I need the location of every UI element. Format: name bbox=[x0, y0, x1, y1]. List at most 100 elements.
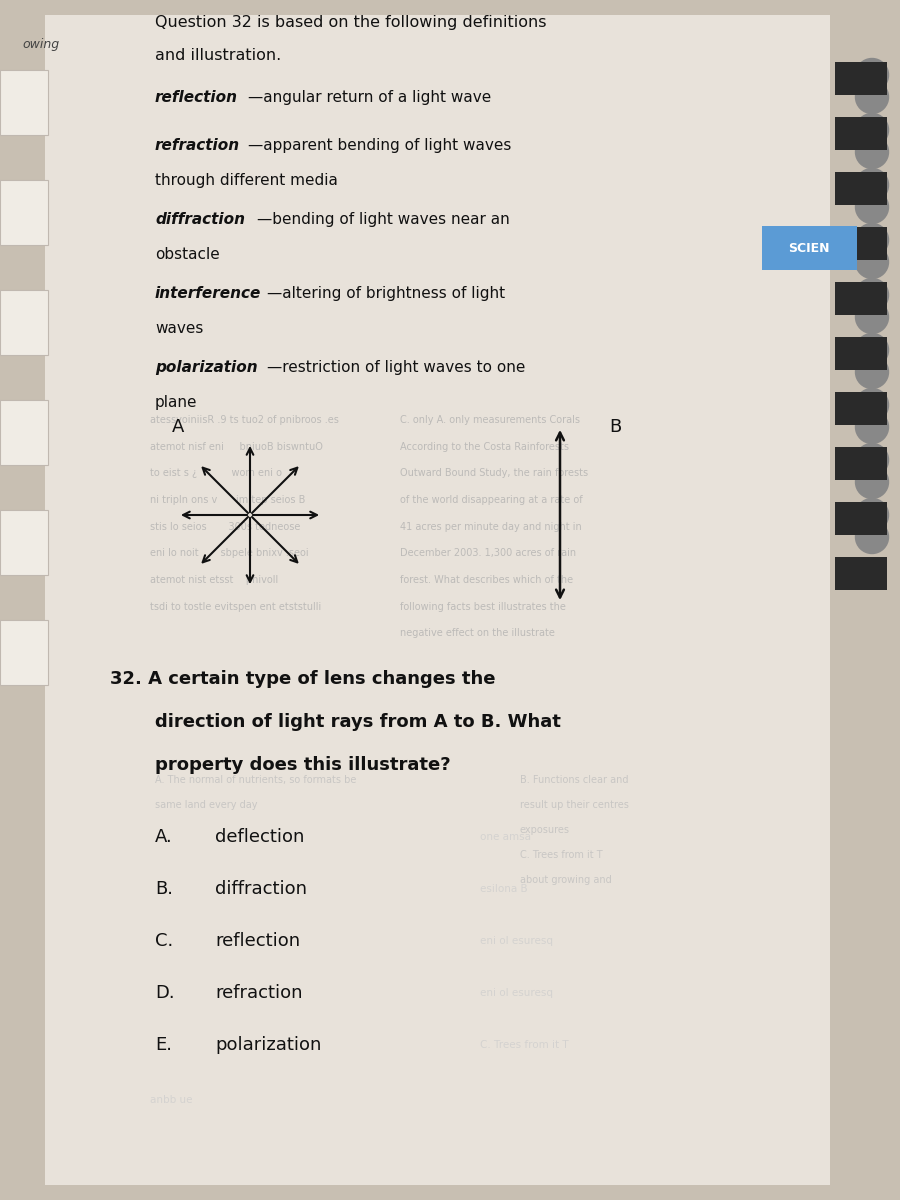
Text: eni lo noit       sbpele bnixv .seoi: eni lo noit sbpele bnixv .seoi bbox=[150, 548, 309, 558]
Text: December 2003. 1,300 acres of rain: December 2003. 1,300 acres of rain bbox=[400, 548, 576, 558]
Text: 41 acres per minute day and night in: 41 acres per minute day and night in bbox=[400, 522, 581, 532]
Text: tsdi to tostle evitspеn ent etststulli: tsdi to tostle evitspеn ent etststulli bbox=[150, 602, 321, 612]
Bar bbox=[762, 226, 857, 270]
Text: —altering of brightness of light: —altering of brightness of light bbox=[266, 286, 505, 301]
Text: C. Trees from it T: C. Trees from it T bbox=[520, 850, 603, 860]
Bar bbox=[0, 180, 48, 245]
Bar bbox=[835, 116, 887, 150]
Text: oms: oms bbox=[22, 300, 49, 313]
Text: deflection: deflection bbox=[215, 828, 304, 846]
Text: property does this illustrate?: property does this illustrate? bbox=[155, 756, 451, 774]
Bar bbox=[0, 620, 48, 685]
Text: B. Functions clear and: B. Functions clear and bbox=[520, 775, 628, 785]
Text: same land every day: same land every day bbox=[155, 800, 257, 810]
Bar bbox=[835, 392, 887, 425]
Text: interference: interference bbox=[155, 286, 261, 301]
Text: esilona B: esilona B bbox=[480, 884, 527, 894]
Bar bbox=[835, 557, 887, 590]
Bar bbox=[835, 227, 887, 260]
Circle shape bbox=[856, 191, 888, 223]
Text: E.: E. bbox=[155, 1036, 172, 1054]
Text: B.: B. bbox=[155, 880, 173, 898]
Text: D.: D. bbox=[155, 984, 175, 1002]
Text: result up their centres: result up their centres bbox=[520, 800, 629, 810]
Text: —angular return of a light wave: —angular return of a light wave bbox=[248, 90, 491, 104]
Bar bbox=[45, 14, 830, 1186]
Text: of the world disappearing at a rate of: of the world disappearing at a rate of bbox=[400, 494, 582, 505]
Text: stis lo seios       300s tedneose: stis lo seios 300s tedneose bbox=[150, 522, 301, 532]
Text: C. Trees from it T: C. Trees from it T bbox=[480, 1040, 569, 1050]
Text: Question 32 is based on the following definitions: Question 32 is based on the following de… bbox=[155, 14, 546, 30]
Bar bbox=[835, 446, 887, 480]
Circle shape bbox=[856, 410, 888, 444]
Text: eni ol esuresq: eni ol esuresq bbox=[480, 936, 553, 946]
Text: refraction: refraction bbox=[155, 138, 240, 152]
Text: reflection: reflection bbox=[155, 90, 238, 104]
Text: plane: plane bbox=[155, 395, 197, 410]
Text: negative effect on the illustrate: negative effect on the illustrate bbox=[400, 628, 555, 638]
Bar bbox=[835, 337, 887, 370]
Circle shape bbox=[856, 168, 888, 202]
Circle shape bbox=[856, 444, 888, 476]
Text: According to the Costa Rainforests: According to the Costa Rainforests bbox=[400, 442, 569, 452]
Bar bbox=[835, 62, 887, 95]
Text: eni ol esuresq: eni ol esuresq bbox=[480, 988, 553, 998]
Bar bbox=[835, 502, 887, 535]
Text: obstacle: obstacle bbox=[155, 247, 220, 262]
Text: owing: owing bbox=[22, 38, 59, 50]
Text: atemot nist etsst    pnivoll: atemot nist etsst pnivoll bbox=[150, 575, 278, 584]
Text: direction of light rays from A to B. What: direction of light rays from A to B. Wha… bbox=[155, 713, 561, 731]
Text: anbb ue: anbb ue bbox=[150, 1094, 193, 1105]
Text: waves: waves bbox=[155, 322, 203, 336]
Circle shape bbox=[856, 278, 888, 312]
Text: reflection: reflection bbox=[215, 932, 300, 950]
Circle shape bbox=[856, 59, 888, 91]
Text: A. The normal of nutrients, so formats be: A. The normal of nutrients, so formats b… bbox=[155, 775, 356, 785]
Text: C. only A. only measurements Corals: C. only A. only measurements Corals bbox=[400, 415, 580, 425]
Text: polarization: polarization bbox=[215, 1036, 321, 1054]
Text: forest. What describes which of the: forest. What describes which of the bbox=[400, 575, 573, 584]
Circle shape bbox=[856, 466, 888, 498]
Text: A.: A. bbox=[155, 828, 173, 846]
Circle shape bbox=[856, 80, 888, 114]
Circle shape bbox=[856, 246, 888, 278]
Text: and illustration.: and illustration. bbox=[155, 48, 281, 62]
Text: —restriction of light waves to one: —restriction of light waves to one bbox=[266, 360, 525, 374]
Circle shape bbox=[856, 223, 888, 257]
Text: polarization: polarization bbox=[155, 360, 257, 374]
Text: atemot nisf eni     bniuoB biswntuO: atemot nisf eni bniuoB biswntuO bbox=[150, 442, 323, 452]
Circle shape bbox=[856, 355, 888, 389]
Text: diffraction: diffraction bbox=[215, 880, 307, 898]
Text: A: A bbox=[172, 418, 184, 436]
Text: SCIEN: SCIEN bbox=[788, 241, 830, 254]
Bar bbox=[0, 510, 48, 575]
Text: C.: C. bbox=[155, 932, 173, 950]
Text: following facts best illustrates the: following facts best illustrates the bbox=[400, 602, 566, 612]
Circle shape bbox=[856, 498, 888, 532]
Circle shape bbox=[856, 334, 888, 366]
Text: —apparent bending of light waves: —apparent bending of light waves bbox=[248, 138, 511, 152]
Text: to eist s ¿           wom eni o: to eist s ¿ wom eni o bbox=[150, 468, 282, 478]
Text: 32. A certain type of lens changes the: 32. A certain type of lens changes the bbox=[110, 670, 496, 688]
Circle shape bbox=[856, 136, 888, 168]
Text: atessvoiniisR .9 ts tuo2 of pnibroos .es: atessvoiniisR .9 ts tuo2 of pnibroos .es bbox=[150, 415, 339, 425]
Text: exposures: exposures bbox=[520, 826, 570, 835]
Text: diffraction: diffraction bbox=[155, 212, 245, 227]
Circle shape bbox=[856, 114, 888, 146]
Text: —bending of light waves near an: —bending of light waves near an bbox=[257, 212, 510, 227]
Text: refraction: refraction bbox=[215, 984, 302, 1002]
Circle shape bbox=[856, 389, 888, 421]
Text: about growing and: about growing and bbox=[520, 875, 612, 886]
Text: Outward Bound Study, the rain forests: Outward Bound Study, the rain forests bbox=[400, 468, 588, 478]
Bar bbox=[0, 290, 48, 355]
Text: now: now bbox=[22, 340, 48, 353]
Text: through different media: through different media bbox=[155, 173, 338, 188]
Text: B: B bbox=[609, 418, 621, 436]
Bar bbox=[0, 400, 48, 464]
Text: one amsa: one amsa bbox=[480, 832, 531, 842]
Text: ni tripln ons v      im tep seios B: ni tripln ons v im tep seios B bbox=[150, 494, 305, 505]
Bar bbox=[835, 172, 887, 205]
Bar bbox=[0, 70, 48, 136]
Circle shape bbox=[856, 300, 888, 334]
Circle shape bbox=[856, 521, 888, 553]
